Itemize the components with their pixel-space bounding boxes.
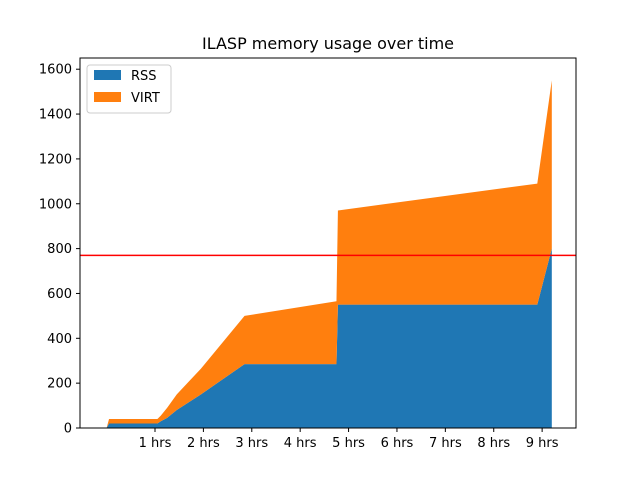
x-tick-label: 8 hrs (477, 436, 510, 451)
legend-swatch-virt (94, 92, 121, 102)
legend: RSS VIRT (86, 64, 172, 114)
x-tick-label: 3 hrs (235, 436, 268, 451)
x-tick-label: 2 hrs (187, 436, 220, 451)
area-rss (106, 248, 552, 428)
x-tick-label: 1 hrs (139, 436, 172, 451)
legend-label-rss: RSS (131, 69, 157, 84)
x-tick-label: 5 hrs (332, 436, 365, 451)
y-tick-label: 400 (47, 332, 72, 347)
plot-frame (79, 57, 577, 429)
x-tick-label: 7 hrs (429, 436, 462, 451)
y-tick-label: 0 (64, 422, 72, 437)
y-tick-label: 1000 (39, 197, 72, 212)
x-tick-label: 9 hrs (526, 436, 559, 451)
y-tick-label: 1600 (39, 63, 72, 78)
chart-title: ILASP memory usage over time (202, 34, 454, 53)
y-tick-label: 200 (47, 377, 72, 392)
x-tick-label: 4 hrs (284, 436, 317, 451)
legend-label-virt: VIRT (131, 91, 160, 106)
y-tick-label: 1200 (39, 152, 72, 167)
y-tick-label: 800 (47, 242, 72, 257)
x-tick-label: 6 hrs (381, 436, 414, 451)
area-virt (106, 80, 552, 429)
y-tick-label: 1400 (39, 108, 72, 123)
legend-swatch-rss (94, 70, 121, 80)
y-tick-label: 600 (47, 287, 72, 302)
